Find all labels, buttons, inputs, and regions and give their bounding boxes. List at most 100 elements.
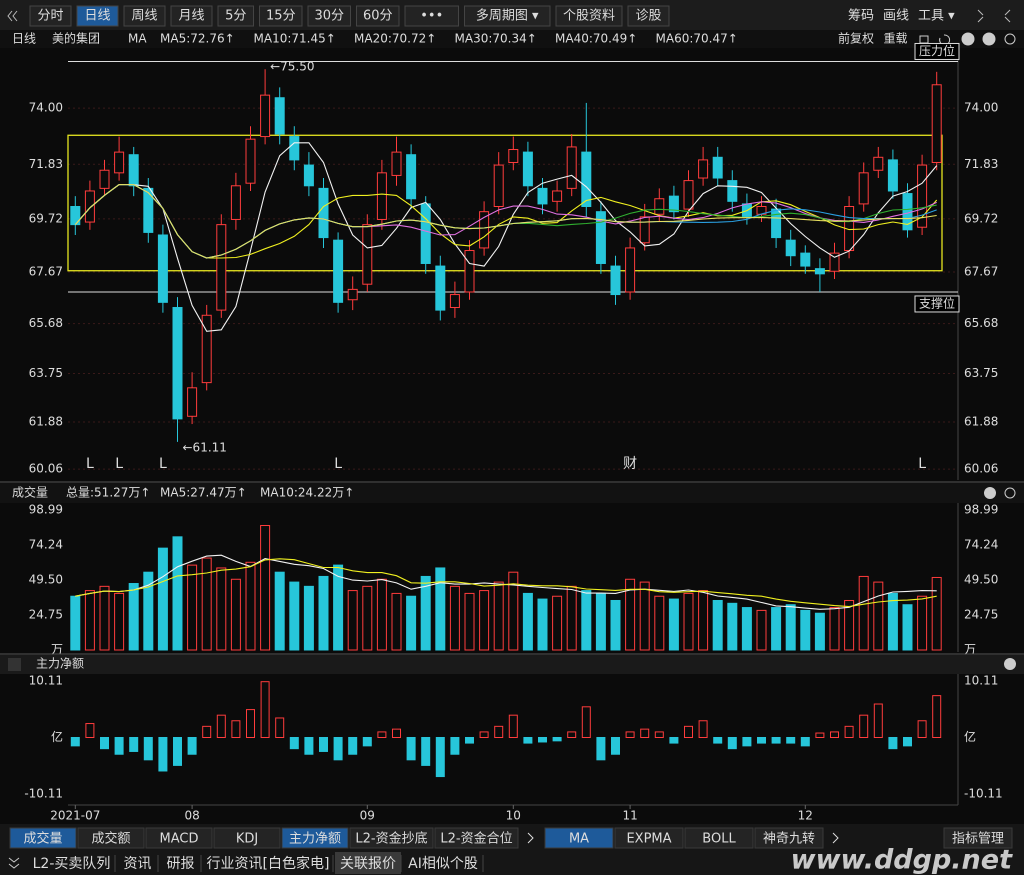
tab-label[interactable]: EXPMA [626, 832, 671, 847]
candle-body [114, 151, 125, 174]
net-flow-bar [304, 737, 314, 755]
tab-label[interactable]: MA [569, 832, 589, 847]
ma-line [74, 183, 937, 259]
toolbar-button[interactable] [464, 5, 551, 27]
zoom-in-icon[interactable] [961, 32, 975, 46]
tab-button[interactable] [349, 827, 434, 849]
tab-button[interactable] [213, 827, 281, 849]
tab-button[interactable] [614, 827, 684, 849]
volume-bar [493, 581, 504, 651]
candle-body [84, 190, 95, 223]
bottom-tab[interactable]: L2-买卖队列 [33, 856, 111, 872]
candle-body [245, 138, 256, 184]
bottom-tab[interactable]: AI相似个股 [408, 856, 478, 872]
tab-label[interactable]: L2-资金抄底 [355, 831, 427, 847]
bottom-tab[interactable]: 关联报价 [340, 856, 396, 872]
net-flow-bar [202, 725, 212, 739]
toolbar-button[interactable] [307, 5, 351, 27]
toolbar-tool[interactable]: 工具 ▾ [918, 9, 955, 24]
volume-bar [172, 536, 183, 651]
back-icon[interactable] [7, 10, 18, 22]
tab-button[interactable] [434, 827, 519, 849]
net-flow-bar [348, 737, 358, 755]
candle-body [172, 307, 183, 420]
toolbar-label[interactable]: 30分 [314, 9, 344, 24]
collapse-button[interactable] [8, 658, 21, 671]
net-flow-bar [800, 737, 810, 747]
volume-bar [683, 592, 694, 651]
tab-label[interactable]: 成交量 [23, 831, 62, 847]
tab-label[interactable]: L2-资金合位 [440, 831, 512, 847]
tab-button[interactable] [77, 827, 145, 849]
toolbar-tool[interactable]: 筹码 [848, 8, 874, 24]
tab-label[interactable]: 成交额 [91, 831, 130, 847]
toolbar-label[interactable]: 月线 [178, 9, 204, 24]
toolbar-label[interactable]: 诊股 [635, 9, 661, 24]
adjust-option[interactable]: 前复权 [838, 31, 874, 46]
net-flow-bar [85, 723, 95, 739]
candle-body [187, 387, 198, 417]
volume-bar [420, 575, 431, 651]
tab-label[interactable]: KDJ [236, 832, 258, 847]
toolbar-button[interactable] [29, 5, 72, 27]
toolbar-label[interactable]: 个股资料 [563, 9, 615, 24]
tab-label[interactable]: 主力净额 [289, 832, 341, 847]
toolbar-label[interactable]: 分时 [37, 9, 63, 24]
signal-marker: L [115, 456, 123, 472]
toolbar-button[interactable] [627, 5, 670, 27]
expand-icon[interactable] [977, 9, 1011, 23]
toolbar-button[interactable] [76, 5, 119, 27]
settings-icon[interactable] [1004, 487, 1016, 499]
candle-body [362, 224, 373, 285]
toolbar-label[interactable]: 周线 [131, 9, 157, 24]
toolbar-label[interactable]: 5分 [225, 9, 246, 24]
toolbar-button[interactable] [555, 5, 623, 27]
net-flow-bar [260, 681, 270, 738]
tab-label[interactable]: 指标管理 [952, 832, 1004, 847]
toolbar-label[interactable]: 日线 [84, 9, 110, 24]
bottom-tab[interactable]: 资讯 [124, 856, 152, 872]
bottom-tab[interactable]: 行业资讯[白色家电] [207, 855, 330, 872]
toolbar-button[interactable] [170, 5, 213, 27]
zoom-out-icon[interactable] [982, 32, 996, 46]
toolbar-label[interactable]: ••• [420, 9, 443, 24]
net-flow-bar [421, 737, 431, 766]
toolbar-button[interactable] [259, 5, 303, 27]
y-tick-label: 亿 [51, 729, 63, 744]
net-flow-bar [143, 737, 153, 761]
tab-button[interactable] [544, 827, 614, 849]
next-arrow[interactable] [832, 832, 839, 844]
ma-legend: MA10:71.45↑ [254, 32, 336, 46]
tab-button[interactable] [281, 827, 349, 849]
collapse-icon[interactable] [8, 857, 20, 869]
bottom-tab[interactable]: 研报 [167, 856, 195, 872]
toolbar-button[interactable] [356, 5, 400, 27]
settings-icon[interactable] [1004, 33, 1016, 45]
candle-body [216, 224, 227, 311]
tab-button[interactable] [943, 827, 1013, 849]
toolbar-label[interactable]: 60分 [363, 9, 393, 24]
tab-button[interactable] [9, 827, 77, 849]
volume-bar [201, 557, 212, 651]
candle-body [303, 164, 314, 187]
tab-label[interactable]: 神奇九转 [763, 831, 815, 847]
toolbar-button[interactable] [404, 5, 459, 27]
close-icon[interactable] [1004, 658, 1016, 670]
toolbar-button[interactable] [123, 5, 166, 27]
signal-marker: L [86, 456, 94, 472]
period-label: 日线 [12, 32, 36, 46]
tab-button[interactable] [684, 827, 754, 849]
volume-bar [143, 571, 154, 651]
toolbar-button[interactable] [217, 5, 254, 27]
close-icon[interactable] [984, 487, 996, 499]
tab-label[interactable]: BOLL [702, 832, 736, 847]
tab-button[interactable] [754, 827, 824, 849]
net-flow-bar [465, 737, 474, 744]
tab-label[interactable]: MACD [160, 832, 199, 847]
toolbar-label[interactable]: 15分 [266, 9, 296, 24]
toolbar-tool[interactable]: 画线 [883, 9, 909, 24]
tab-button[interactable] [145, 827, 213, 849]
toolbar-label[interactable]: 多周期图 ▾ [476, 8, 539, 24]
next-arrow[interactable] [527, 832, 534, 844]
adjust-option[interactable]: 重载 [884, 32, 908, 46]
